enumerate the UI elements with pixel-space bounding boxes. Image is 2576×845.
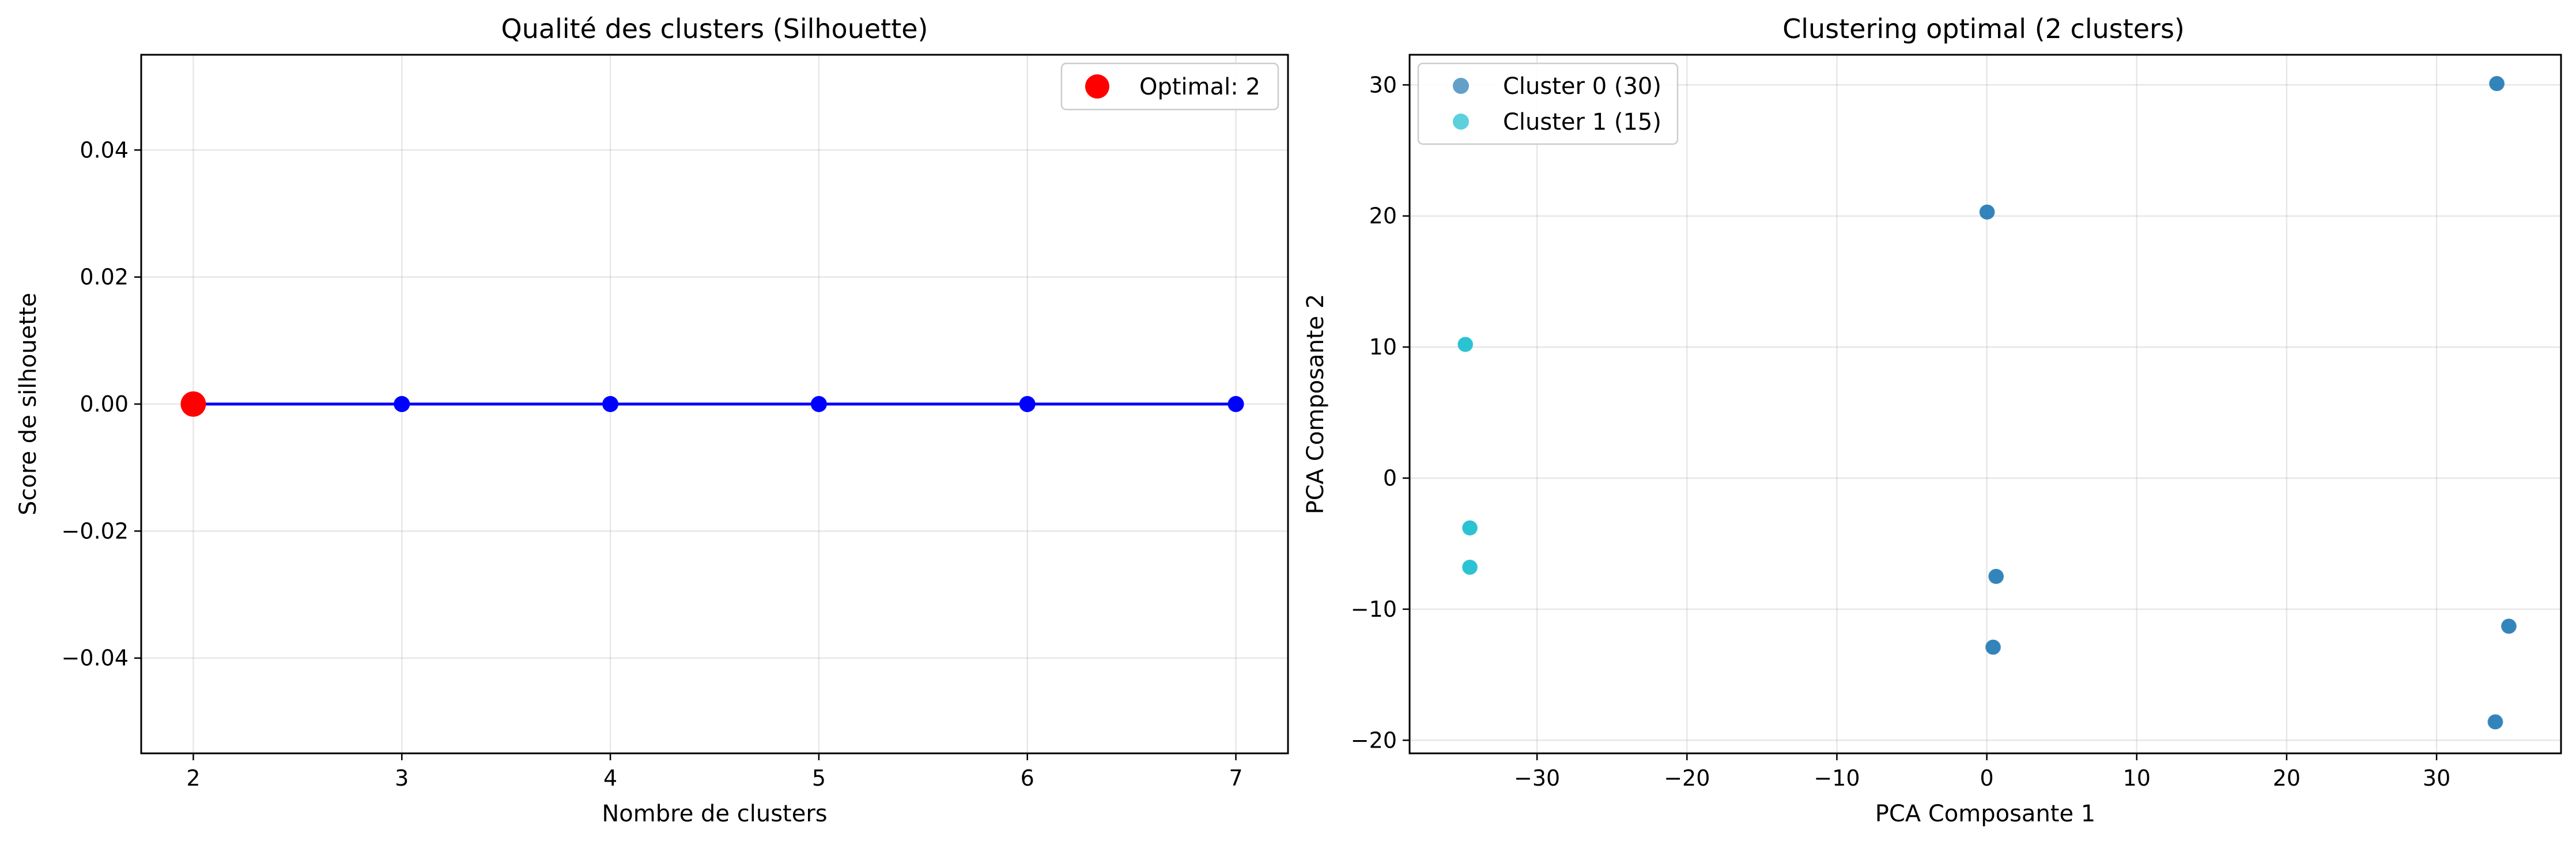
x-tick-label: 0 [1980, 765, 1994, 791]
x-tick-label: 10 [2123, 765, 2151, 791]
legend-cluster-1-marker-icon [1453, 114, 1469, 130]
pca-legend: Cluster 0 (30) Cluster 1 (15) [1417, 62, 1679, 145]
x-tick-label: −10 [1814, 765, 1860, 791]
silhouette-point [810, 396, 827, 412]
silhouette-x-ticks: 2 3 4 5 6 7 [186, 753, 1243, 791]
legend-optimal-marker-icon [1085, 74, 1109, 99]
optimal-point [180, 391, 206, 417]
x-tick-label: 6 [1021, 765, 1034, 791]
x-tick-label: 2 [186, 765, 200, 791]
silhouette-series [180, 391, 1244, 417]
silhouette-point [394, 396, 410, 412]
pca-y-axis-label: PCA Composante 2 [1302, 294, 1329, 515]
silhouette-y-ticks: −0.04 −0.02 0.00 0.02 0.04 [62, 137, 141, 671]
legend-cluster-0-marker-icon [1453, 78, 1469, 94]
pca-legend-box [1417, 62, 1679, 145]
y-tick-label: −0.04 [62, 646, 129, 671]
pca-y-ticks: −20 −10 0 10 20 30 [1351, 72, 1410, 753]
legend-optimal-label: Optimal: 2 [1139, 74, 1260, 100]
pca-x-ticks: −30 −20 −10 0 10 20 30 [1514, 753, 2450, 791]
x-tick-label: 5 [812, 765, 826, 791]
pca-x-axis-label: PCA Composante 1 [1875, 801, 2096, 827]
y-tick-label: 20 [1369, 203, 1397, 229]
y-tick-label: 0.04 [80, 137, 129, 163]
y-tick-label: −20 [1351, 727, 1397, 753]
pca-chart-title: Clustering optimal (2 clusters) [1782, 13, 2185, 44]
cluster-0-point-overlap [2488, 714, 2503, 730]
legend-cluster-0-label: Cluster 0 (30) [1503, 73, 1661, 100]
x-tick-label: −30 [1514, 765, 1560, 791]
pca-grid [1410, 55, 2561, 753]
x-tick-label: 30 [2423, 765, 2450, 791]
pca-series [1457, 76, 2517, 730]
y-tick-label: 0.02 [80, 265, 129, 290]
y-tick-label: 0 [1383, 465, 1397, 491]
x-tick-label: 3 [395, 765, 409, 791]
cluster-1-point-overlap [1463, 520, 1478, 535]
silhouette-chart: Qualité des clusters (Silhouette) 2 3 4 5 6 7… [15, 13, 1289, 827]
y-tick-label: 10 [1369, 334, 1397, 360]
x-tick-label: 20 [2273, 765, 2301, 791]
silhouette-legend-box [1060, 62, 1279, 111]
cluster-0-point-overlap [2490, 76, 2505, 92]
x-tick-label: 7 [1229, 765, 1242, 791]
silhouette-point [1019, 396, 1036, 412]
silhouette-legend: Optimal: 2 [1060, 62, 1279, 111]
y-tick-label: −10 [1351, 597, 1397, 622]
silhouette-x-axis-label: Nombre de clusters [602, 801, 827, 827]
pca-plot-frame [1408, 54, 2562, 755]
cluster-0-point-overlap [1986, 639, 2001, 655]
cluster-0-point-overlap [1989, 569, 2004, 584]
cluster-1-point-overlap [1458, 337, 1474, 352]
y-tick-label: 30 [1369, 72, 1397, 97]
silhouette-chart-title: Qualité des clusters (Silhouette) [501, 13, 928, 44]
y-tick-label: 0.00 [80, 391, 129, 417]
cluster-0-point-overlap [1980, 204, 1995, 220]
x-tick-label: 4 [603, 765, 617, 791]
cluster-0-point-overlap [2501, 618, 2517, 634]
silhouette-point [1227, 396, 1244, 412]
silhouette-y-axis-label: Score de silhouette [15, 293, 41, 515]
legend-cluster-1-label: Cluster 1 (15) [1503, 109, 1661, 135]
x-tick-label: −20 [1664, 765, 1710, 791]
cluster-1-point-overlap [1463, 560, 1478, 575]
silhouette-point [602, 396, 619, 412]
pca-scatter-chart: Clustering optimal (2 clusters) −30 −20 −1… [1302, 13, 2562, 827]
y-tick-label: −0.02 [62, 518, 129, 544]
